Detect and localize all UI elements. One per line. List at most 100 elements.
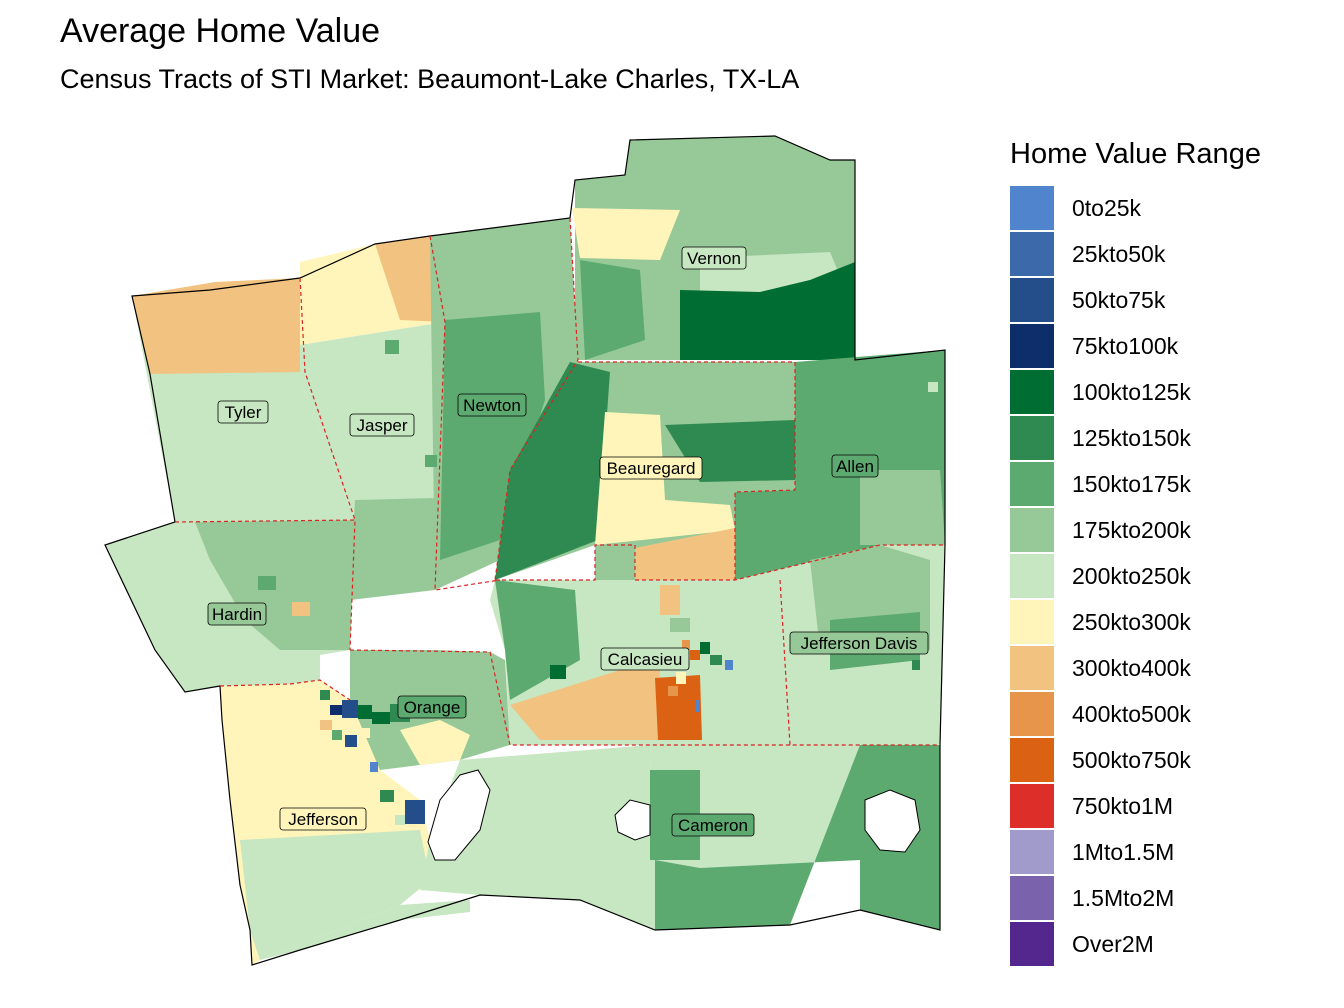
legend-label: 1Mto1.5M — [1072, 838, 1175, 865]
label-newton: Newton — [457, 393, 527, 417]
legend-label: 250kto300k — [1072, 608, 1191, 635]
label-jefferson-davis: Jefferson Davis — [789, 631, 929, 655]
label-allen: Allen — [831, 454, 879, 478]
legend: Home Value Range 0to25k 25kto50k 50kto75k 7… — [1010, 138, 1330, 967]
legend-swatch — [1010, 416, 1054, 460]
legend-item: 750kto1M — [1010, 783, 1330, 829]
tract-tyler-ne — [375, 236, 445, 322]
tract-tyler-north — [132, 278, 305, 374]
legend-item: 250kto300k — [1010, 599, 1330, 645]
legend-label: 125kto150k — [1072, 424, 1191, 451]
choropleth-map: Tyler Jasper Newton Vernon Beauregard Al… — [104, 135, 946, 966]
tract-cameron-mid — [650, 745, 860, 868]
legend-item: 125kto150k — [1010, 415, 1330, 461]
tract-fills — [105, 136, 945, 965]
legend-label: Over2M — [1072, 930, 1154, 957]
tract-newton-core — [440, 312, 545, 560]
label-hardin: Hardin — [207, 602, 267, 626]
label-calcasieu: Calcasieu — [600, 647, 690, 671]
svg-text:Tyler: Tyler — [225, 403, 262, 422]
legend-label: 500kto750k — [1072, 746, 1191, 773]
grand-lake — [864, 789, 921, 853]
legend-swatch — [1010, 554, 1054, 598]
legend-swatch — [1010, 232, 1054, 276]
calcasieu-lake — [614, 799, 651, 841]
svg-text:Hardin: Hardin — [212, 605, 262, 624]
parish-boundaries — [174, 217, 945, 746]
legend-item: 1.5Mto2M — [1010, 875, 1330, 921]
legend-label: 25kto50k — [1072, 240, 1166, 267]
legend-label: 750kto1M — [1072, 792, 1174, 819]
legend-swatch — [1010, 692, 1054, 736]
legend-label: 1.5Mto2M — [1072, 884, 1175, 911]
market-outline — [104, 135, 946, 966]
label-vernon: Vernon — [681, 246, 747, 270]
legend-label: 175kto200k — [1072, 516, 1191, 543]
legend-swatch — [1010, 646, 1054, 690]
svg-text:Jefferson Davis: Jefferson Davis — [801, 634, 918, 653]
legend-label: 400kto500k — [1072, 700, 1191, 727]
tract-vernon-dark — [680, 262, 855, 360]
label-jasper: Jasper — [349, 413, 415, 437]
legend-item: 500kto750k — [1010, 737, 1330, 783]
legend-item: 1Mto1.5M — [1010, 829, 1330, 875]
legend-label: 300kto400k — [1072, 654, 1191, 681]
legend-label: 200kto250k — [1072, 562, 1191, 589]
svg-text:Cameron: Cameron — [678, 816, 748, 835]
legend-swatch — [1010, 922, 1054, 966]
legend-swatch — [1010, 876, 1054, 920]
map-title: Average Home Value — [60, 12, 381, 50]
svg-text:Calcasieu: Calcasieu — [608, 650, 683, 669]
legend-label: 150kto175k — [1072, 470, 1191, 497]
label-cameron: Cameron — [671, 813, 755, 837]
svg-text:Newton: Newton — [463, 396, 521, 415]
legend-item: 50kto75k — [1010, 277, 1330, 323]
legend-swatch — [1010, 278, 1054, 322]
legend-item: 300kto400k — [1010, 645, 1330, 691]
tract-beauregard-orange — [635, 528, 735, 580]
legend-swatch — [1010, 784, 1054, 828]
legend-swatch — [1010, 462, 1054, 506]
legend-title: Home Value Range — [1010, 138, 1261, 170]
svg-text:Jasper: Jasper — [356, 416, 407, 435]
legend-label: 100kto125k — [1072, 378, 1191, 405]
tract-allen-light — [860, 470, 945, 545]
svg-text:Orange: Orange — [404, 698, 461, 717]
map-subtitle: Census Tracts of STI Market: Beaumont-La… — [60, 64, 800, 94]
legend-swatch — [1010, 508, 1054, 552]
legend-swatch — [1010, 324, 1054, 368]
label-orange: Orange — [397, 695, 467, 719]
legend-swatch — [1010, 600, 1054, 644]
legend-item: 175kto200k — [1010, 507, 1330, 553]
label-jefferson: Jefferson — [279, 807, 367, 831]
legend-swatch — [1010, 370, 1054, 414]
legend-label: 0to25k — [1072, 194, 1142, 221]
legend-label: 75kto100k — [1072, 332, 1179, 359]
sabine-lake — [427, 769, 491, 861]
water-bodies — [427, 769, 921, 861]
tract-beauregard-west — [495, 362, 610, 580]
svg-text:Beauregard: Beauregard — [607, 459, 696, 478]
legend-swatch — [1010, 830, 1054, 874]
tract-vernon-mid — [580, 260, 645, 360]
tract-beauregard-yellow — [595, 412, 735, 545]
legend-label: 50kto75k — [1072, 286, 1166, 313]
tract-cameron-east — [655, 745, 940, 930]
parish-labels: Tyler Jasper Newton Vernon Beauregard Al… — [207, 246, 929, 837]
legend-item: 25kto50k — [1010, 231, 1330, 277]
tract-orange-yellow — [400, 720, 470, 765]
legend-swatch — [1010, 186, 1054, 230]
tract-calcasieu-urban — [655, 675, 702, 740]
svg-text:Vernon: Vernon — [687, 249, 741, 268]
svg-text:Allen: Allen — [836, 457, 874, 476]
label-tyler: Tyler — [217, 400, 269, 424]
legend-items: 0to25k 25kto50k 50kto75k 75kto100k 100kto125… — [1010, 185, 1330, 967]
legend-item: 0to25k — [1010, 185, 1330, 231]
legend-item: 200kto250k — [1010, 553, 1330, 599]
legend-item: Over2M — [1010, 921, 1330, 967]
legend-item: 150kto175k — [1010, 461, 1330, 507]
label-beauregard: Beauregard — [599, 456, 703, 480]
tract-jefferson-south — [240, 830, 430, 960]
svg-text:Jefferson: Jefferson — [288, 810, 358, 829]
legend-item: 100kto125k — [1010, 369, 1330, 415]
